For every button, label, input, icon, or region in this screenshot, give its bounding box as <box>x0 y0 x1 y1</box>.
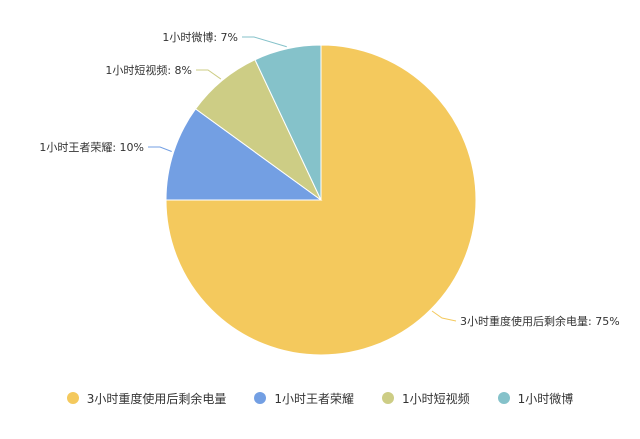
pie-slice-honor-of-kings[interactable] <box>165 108 323 201</box>
legend-marker-weibo <box>497 392 510 404</box>
legend-marker-short-video <box>382 392 394 404</box>
slice-labels-layer: 3小时重度使用后剩余电量: 75% 1小时王者荣耀: 10% 1小时短视频: 8% 1… <box>39 30 619 328</box>
leader-line-weibo <box>242 36 287 48</box>
legend-label-heavy-use: 3小时重度使用后剩余电量 <box>86 391 227 406</box>
leader-line-honor-of-kings <box>148 146 172 152</box>
slices-layer <box>165 44 477 356</box>
chart-legend: 3小时重度使用后剩余电量 1小时王者荣耀 1小时短视频 1小时微博 <box>0 388 640 408</box>
legend-item-weibo[interactable]: 1小时微博 <box>497 390 574 407</box>
legend-label-weibo: 1小时微博 <box>517 391 574 406</box>
legend-marker-heavy-use <box>66 392 79 404</box>
slice-label-short-video: 1小时短视频: 8% <box>105 63 192 77</box>
slice-label-weibo: 1小时微博: 7% <box>162 30 238 44</box>
leader-line-heavy-use <box>431 310 457 322</box>
legend-marker-honor-of-kings <box>254 392 267 404</box>
slice-label-honor-of-kings: 1小时王者荣耀: 10% <box>39 141 144 154</box>
legend-label-honor-of-kings: 1小时王者荣耀 <box>274 391 354 406</box>
leader-line-short-video <box>196 69 222 80</box>
legend-label-short-video: 1小时短视频 <box>402 391 470 406</box>
legend-item-heavy-use[interactable]: 3小时重度使用后剩余电量 <box>66 390 227 407</box>
legend-item-short-video[interactable]: 1小时短视频 <box>382 390 470 407</box>
legend-item-honor-of-kings[interactable]: 1小时王者荣耀 <box>254 390 354 407</box>
slice-label-heavy-use: 3小时重度使用后剩余电量: 75% <box>460 314 620 328</box>
leader-lines-layer <box>148 36 457 322</box>
pie-slice-heavy-use[interactable] <box>165 44 477 356</box>
pie-slice-weibo[interactable] <box>254 44 322 201</box>
